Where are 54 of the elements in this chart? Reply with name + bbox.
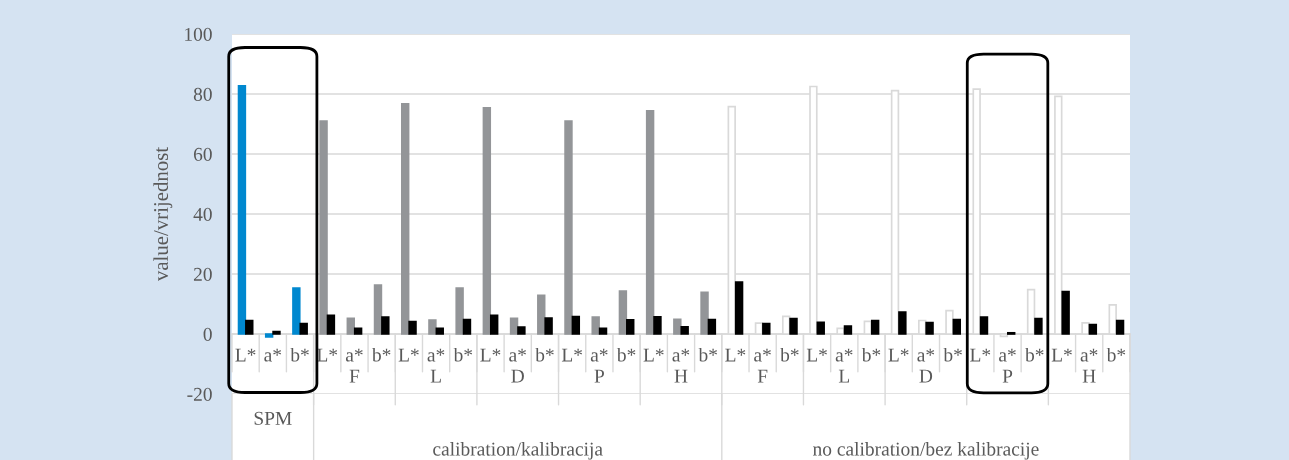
x-tick-label: b* (1025, 347, 1044, 362)
y-tick-label: -20 (187, 387, 212, 401)
x-tick-label: L* (317, 348, 338, 362)
x-tick-label: a* (264, 348, 282, 362)
x-tick-label: L* (725, 348, 746, 362)
x-tick-label: a* (427, 348, 445, 362)
x-tick-label: L* (806, 348, 827, 362)
annotation: H (674, 369, 688, 383)
x-tick-label: b* (943, 347, 962, 362)
x-tick-label: b* (453, 347, 473, 362)
annotation: P (1002, 369, 1013, 383)
x-tick-label: L* (970, 348, 991, 362)
annotation: D (919, 369, 933, 383)
x-tick-label: L* (235, 348, 256, 362)
y-tick-label: 20 (193, 267, 212, 281)
annotation: L (430, 369, 441, 383)
x-tick-label: a* (917, 348, 935, 362)
x-tick-label: a* (835, 348, 853, 362)
x-tick-label: L* (480, 348, 501, 362)
y-tick-label: 0 (203, 327, 212, 341)
y-tick-label: 80 (193, 87, 212, 101)
x-tick-label: a* (754, 348, 771, 362)
x-tick-label: L* (561, 348, 583, 362)
annotation: F (349, 369, 360, 383)
text: calibration/kalibracija (433, 441, 603, 460)
annotation: P (594, 369, 604, 383)
x-tick-label: b* (780, 347, 799, 362)
text: no calibration/bez kalibracije (812, 441, 1039, 460)
x-tick-label: L* (1051, 348, 1072, 362)
x-tick-label: L* (398, 348, 419, 362)
y-axis-title: value/vrijednost (153, 147, 173, 282)
x-tick-label: a* (999, 348, 1016, 362)
y-tick-label: 40 (193, 207, 212, 221)
x-tick-label: b* (698, 347, 717, 362)
x-tick-label: a* (345, 348, 363, 362)
x-tick-label: a* (672, 348, 690, 362)
y-tick-label: 100 (185, 27, 212, 41)
x-tick-label: b* (371, 347, 391, 362)
annotation: H (1082, 369, 1096, 383)
x-tick-label: b* (1106, 347, 1126, 362)
x-tick-label: b* (290, 347, 309, 362)
x-tick-label: a* (509, 348, 526, 362)
annotation: L (838, 369, 850, 383)
text: SPM (254, 411, 292, 425)
x-tick-label: b* (861, 347, 881, 362)
y-tick-label: 60 (193, 147, 212, 161)
x-tick-label: a* (590, 348, 608, 362)
x-tick-label: b* (616, 347, 636, 362)
x-tick-label: L* (888, 348, 909, 362)
x-tick-label: b* (535, 347, 554, 362)
x-tick-label: L* (643, 348, 664, 362)
annotation: D (511, 369, 524, 383)
annotation: F (757, 369, 768, 383)
x-tick-label: a* (1080, 348, 1098, 362)
